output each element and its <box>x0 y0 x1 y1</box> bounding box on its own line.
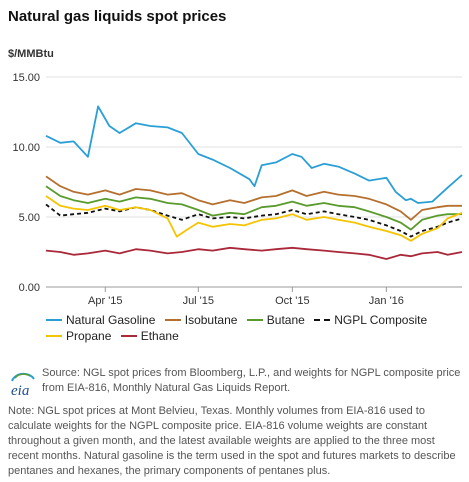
x-tick-label: Apr '15 <box>88 295 123 307</box>
series-lines <box>45 105 463 260</box>
legend-item-butane: Butane <box>246 313 305 327</box>
x-tick-label: Oct '15 <box>275 295 310 307</box>
logo-text: eia <box>11 383 29 398</box>
series-line-ethane <box>45 246 463 260</box>
note-text: Note: NGL spot prices at Mont Belvieu, T… <box>8 405 456 477</box>
legend-swatch <box>46 318 62 321</box>
x-tick-label: Jul '15 <box>183 295 214 307</box>
y-tick-label: 5.00 <box>19 212 40 224</box>
chart-title: Natural gas liquids spot prices <box>8 8 227 25</box>
legend-row-2: Propane Ethane <box>46 329 446 345</box>
legend-item-natural-gasoline: Natural Gasoline <box>46 313 155 327</box>
y-axis-unit-label: $/MMBtu <box>8 48 54 60</box>
y-tick-label: 10.00 <box>12 142 40 154</box>
series-line-isobutane <box>45 175 462 221</box>
legend-item-ethane: Ethane <box>120 329 179 343</box>
legend-row-1: Natural Gasoline Isobutane Butane NGPL C… <box>46 313 446 329</box>
gridlines <box>46 76 462 288</box>
legend-item-ngpl-composite: NGPL Composite <box>314 313 427 327</box>
legend-swatch <box>246 318 263 321</box>
x-axis-ticks: Apr '15 Jul '15 Oct '15 Jan '16 <box>88 287 404 307</box>
legend-swatch <box>164 318 181 321</box>
y-tick-label: 15.00 <box>12 72 40 84</box>
series-line-butane <box>45 185 462 231</box>
legend: Natural Gasoline Isobutane Butane NGPL C… <box>46 313 446 345</box>
legend-swatch <box>120 334 137 337</box>
y-tick-label: 0.00 <box>19 282 40 294</box>
legend-swatch <box>46 334 62 337</box>
eia-logo-icon: eia <box>11 372 35 398</box>
series-line-ngpl-composite <box>45 203 463 238</box>
legend-item-isobutane: Isobutane <box>164 313 237 327</box>
line-chart: 0.00 5.00 10.00 15.00 Apr '15 Jul '15 Oct '15… <box>12 72 463 307</box>
x-tick-label: Jan '16 <box>369 295 404 307</box>
legend-item-propane: Propane <box>46 329 111 343</box>
legend-swatch <box>314 318 331 321</box>
source-text: Source: NGL spot prices from Bloomberg, … <box>42 367 461 394</box>
y-axis-ticks: 0.00 5.00 10.00 15.00 <box>12 72 40 294</box>
series-line-propane <box>45 195 463 242</box>
series-line-natural-gasoline <box>45 105 463 204</box>
